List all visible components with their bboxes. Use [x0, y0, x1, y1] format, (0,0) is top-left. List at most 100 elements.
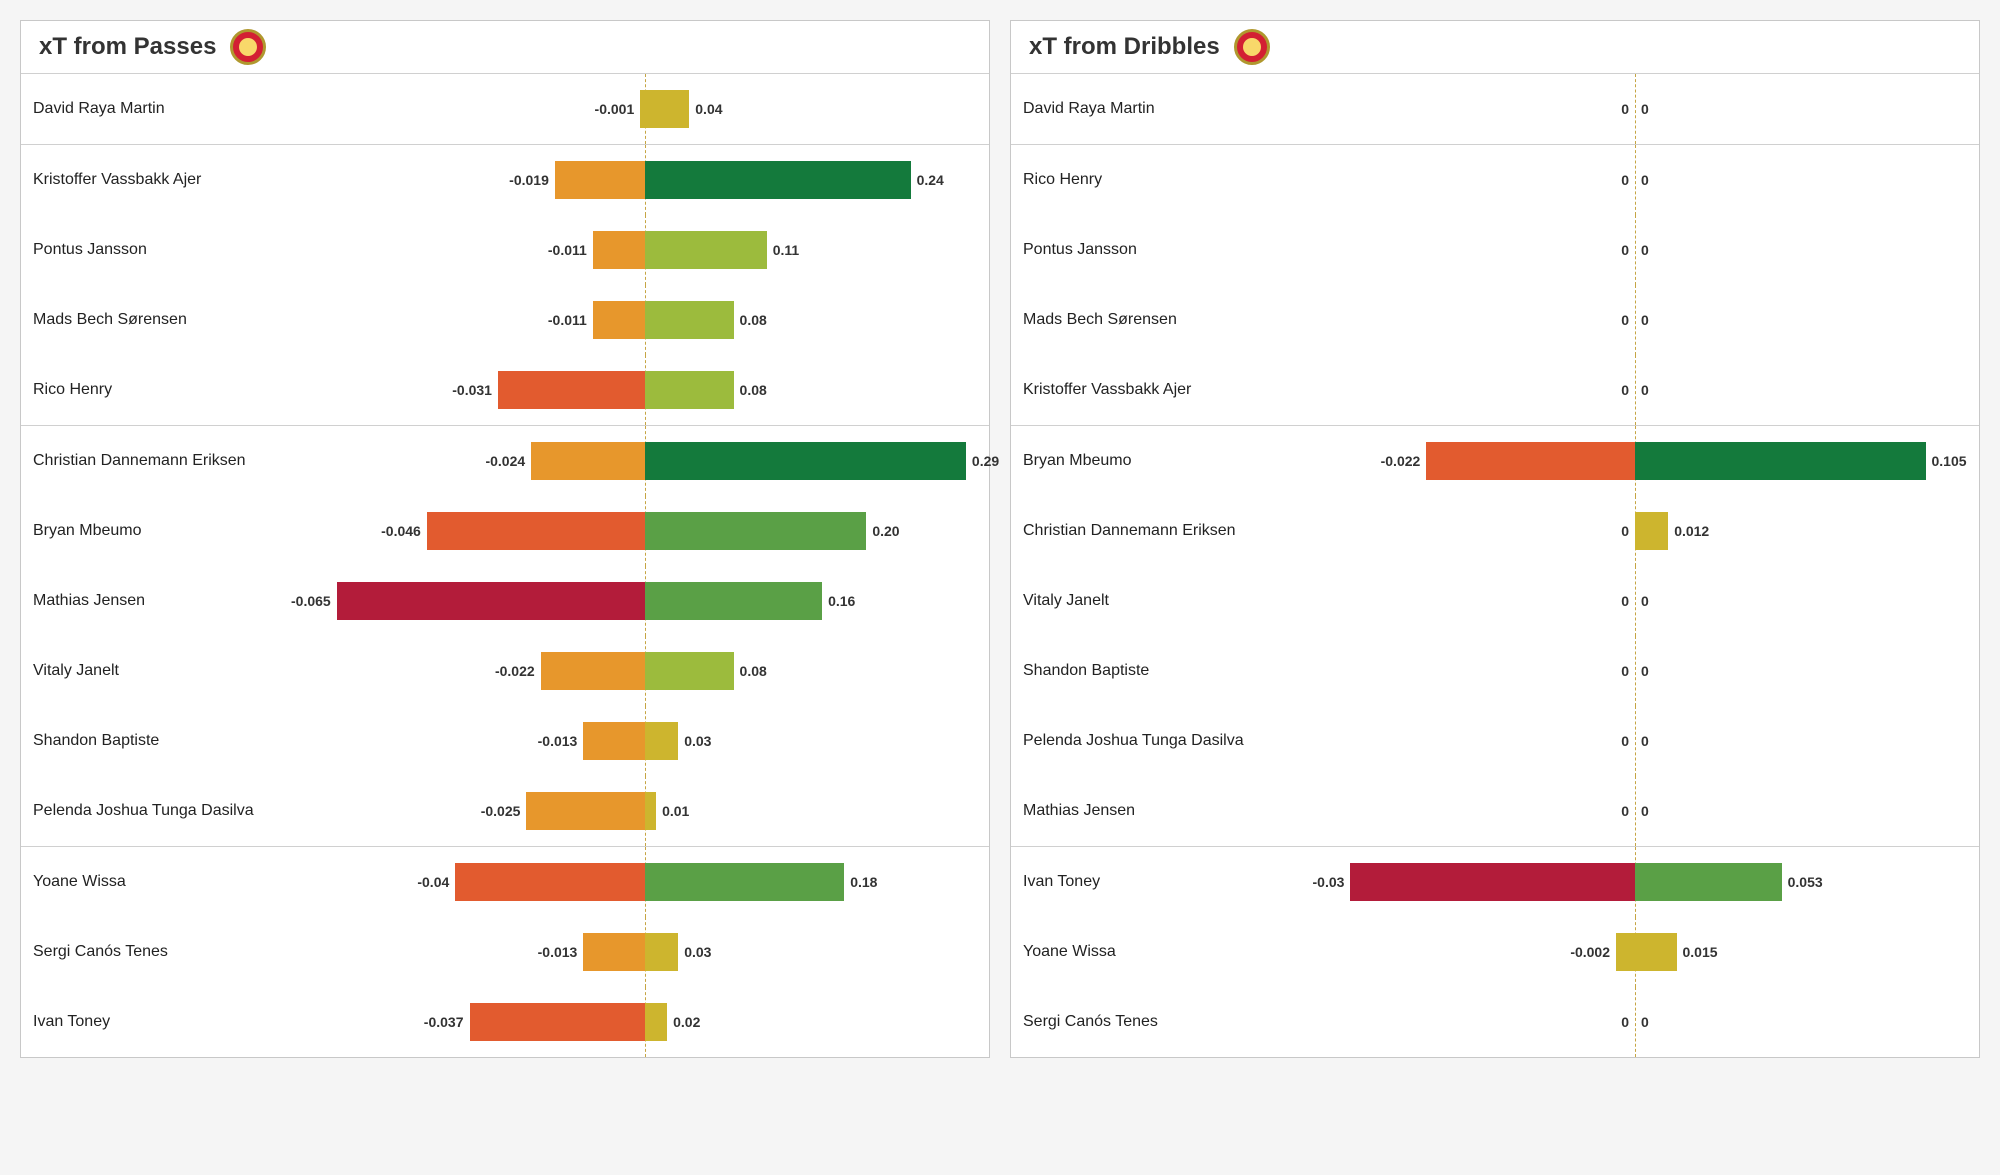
neg-value-label: -0.037: [424, 1014, 470, 1030]
pos-value-label: 0.015: [1677, 944, 1718, 960]
neg-value-label: 0: [1621, 523, 1635, 539]
pos-value-label: 0: [1635, 593, 1649, 609]
bar-area: 0 0.012: [1303, 506, 1967, 556]
neg-bar: [593, 301, 645, 339]
neg-bar: [470, 1003, 645, 1041]
neg-value-label: -0.022: [1381, 453, 1427, 469]
pos-bar: [645, 722, 678, 760]
neg-bar: [498, 371, 645, 409]
neg-value-label: -0.001: [595, 101, 641, 117]
rows-passes: David Raya Martin-0.0010.04Kristoffer Va…: [21, 74, 989, 1057]
chart-row: Mads Bech Sørensen00: [1011, 285, 1979, 355]
neg-bar: [531, 442, 645, 480]
player-name: Sergi Canós Tenes: [33, 942, 313, 961]
neg-value-label: -0.002: [1570, 944, 1616, 960]
bar-area: -0.0460.20: [313, 506, 977, 556]
pos-value-label: 0.24: [911, 172, 944, 188]
chart-container: xT from Passes David Raya Martin-0.0010.…: [20, 20, 1980, 1058]
neg-value-label: 0: [1621, 1014, 1635, 1030]
pos-value-label: 0.08: [734, 382, 767, 398]
pos-bar: [645, 582, 822, 620]
chart-row: Yoane Wissa-0.040.18: [21, 847, 989, 917]
neg-value-label: 0: [1621, 803, 1635, 819]
neg-value-label: -0.019: [509, 172, 555, 188]
neg-value-label: -0.065: [291, 593, 337, 609]
pos-value-label: 0.03: [678, 944, 711, 960]
bar-area: -0.013 0.03: [313, 927, 977, 977]
pos-bar: [645, 863, 844, 901]
pos-value-label: 0.16: [822, 593, 855, 609]
chart-row: Vitaly Janelt 00: [1011, 566, 1979, 636]
neg-value-label: -0.031: [452, 382, 498, 398]
player-name: Rico Henry: [33, 380, 313, 399]
pos-value-label: 0: [1635, 1014, 1649, 1030]
bar-area: 00: [1303, 155, 1967, 205]
bar-area: -0.030.053: [1303, 857, 1967, 907]
neg-bar: [1426, 442, 1635, 480]
pos-value-label: 0.053: [1782, 874, 1823, 890]
bar-area: -0.040.18: [313, 857, 977, 907]
neg-bar: [1616, 933, 1635, 971]
pos-bar: [645, 161, 911, 199]
bar-area: 00: [1303, 646, 1967, 696]
neg-bar: [593, 231, 645, 269]
neg-value-label: 0: [1621, 312, 1635, 328]
neg-bar: [541, 652, 645, 690]
neg-value-label: -0.013: [538, 733, 584, 749]
pos-value-label: 0: [1635, 172, 1649, 188]
neg-value-label: -0.013: [538, 944, 584, 960]
chart-row: Christian Dannemann Eriksen 0 0.012: [1011, 496, 1979, 566]
bar-area: -0.0240.29: [313, 436, 977, 486]
chart-row: Rico Henry -0.031 0.08: [21, 355, 989, 425]
neg-value-label: -0.022: [495, 663, 541, 679]
player-name: Pelenda Joshua Tunga Dasilva: [1023, 731, 1303, 750]
player-name: Mads Bech Sørensen: [1023, 310, 1303, 329]
chart-row: Kristoffer Vassbakk Ajer00: [1011, 355, 1979, 425]
bar-area: -0.0110.11: [313, 225, 977, 275]
neg-value-label: -0.011: [548, 242, 593, 258]
chart-row: Pontus Jansson-0.0110.11: [21, 215, 989, 285]
player-name: Yoane Wissa: [1023, 942, 1303, 961]
team-badge-icon: [230, 29, 266, 65]
chart-row: David Raya Martin -0.001 0.04: [21, 74, 989, 144]
player-name: Pontus Jansson: [33, 240, 313, 259]
pos-value-label: 0.012: [1668, 523, 1709, 539]
player-name: David Raya Martin: [1023, 99, 1303, 118]
bar-area: -0.022 0.105: [1303, 436, 1967, 486]
neg-value-label: 0: [1621, 593, 1635, 609]
neg-value-label: -0.011: [548, 312, 593, 328]
pos-value-label: 0.08: [734, 312, 767, 328]
neg-bar: [337, 582, 645, 620]
pos-value-label: 0: [1635, 101, 1649, 117]
pos-bar: [645, 792, 656, 830]
neg-value-label: -0.04: [417, 874, 455, 890]
player-name: David Raya Martin: [33, 99, 313, 118]
chart-row: Pelenda Joshua Tunga Dasilva00: [1011, 706, 1979, 776]
pos-value-label: 0: [1635, 803, 1649, 819]
pos-value-label: 0.02: [667, 1014, 700, 1030]
pos-bar: [645, 301, 734, 339]
rows-dribbles: David Raya Martin00Rico Henry00Pontus Ja…: [1011, 74, 1979, 1057]
neg-value-label: 0: [1621, 663, 1635, 679]
neg-value-label: 0: [1621, 733, 1635, 749]
bar-area: 00: [1303, 225, 1967, 275]
player-name: Vitaly Janelt: [1023, 591, 1303, 610]
bar-area: 00: [1303, 295, 1967, 345]
bar-area: 00: [1303, 84, 1967, 134]
player-name: Christian Dannemann Eriksen: [1023, 521, 1303, 540]
pos-value-label: 0.105: [1926, 453, 1967, 469]
pos-value-label: 0.01: [656, 803, 689, 819]
pos-value-label: 0: [1635, 663, 1649, 679]
chart-row: Bryan Mbeumo-0.0460.20: [21, 496, 989, 566]
chart-row: Mads Bech Sørensen-0.0110.08: [21, 285, 989, 355]
neg-value-label: -0.024: [485, 453, 531, 469]
bar-area: -0.0220.08: [313, 646, 977, 696]
neg-value-label: 0: [1621, 242, 1635, 258]
neg-value-label: 0: [1621, 101, 1635, 117]
pos-bar: [645, 371, 734, 409]
chart-row: Kristoffer Vassbakk Ajer-0.0190.24: [21, 145, 989, 215]
pos-value-label: 0.04: [689, 101, 722, 117]
team-badge-icon: [1234, 29, 1270, 65]
panel-header: xT from Dribbles: [1011, 21, 1979, 74]
player-name: Bryan Mbeumo: [1023, 451, 1303, 470]
